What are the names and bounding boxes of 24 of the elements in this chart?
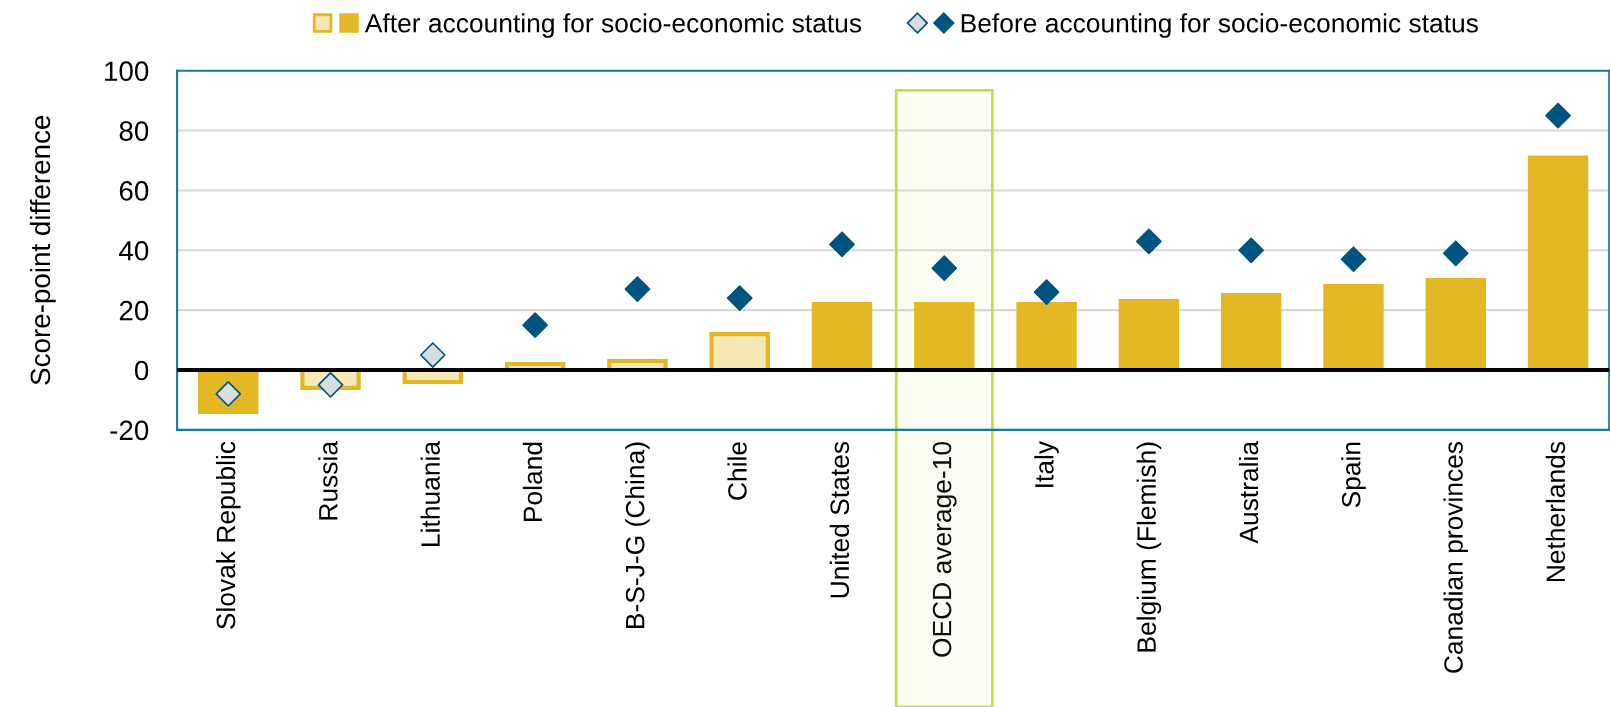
y-tick-label: 0: [134, 360, 149, 381]
x-tick-label: Slovak Republic: [215, 441, 241, 629]
x-tick-label: Canadian provinces: [1443, 441, 1469, 673]
x-tick-label: Belgium (Flemish): [1136, 442, 1162, 652]
x-tick-label: Poland: [522, 442, 543, 521]
legend-label: After accounting for socio-economic status: [364, 13, 862, 38]
y-tick-label: 100: [105, 61, 149, 82]
x-tick-label: Chile: [727, 442, 747, 500]
y-tick-label: 80: [119, 121, 149, 141]
x-tick-label: Netherlands: [1545, 441, 1566, 582]
x-tick-label: Italy: [1034, 441, 1059, 487]
x-tick-label: United States: [829, 441, 850, 598]
x-tick-label: Lithuania: [420, 440, 440, 546]
legend-label: Before accounting for socio-economic status: [961, 13, 1478, 38]
y-axis-title: Score-point difference: [29, 115, 56, 385]
x-tick-label: Russia: [318, 440, 338, 520]
y-tick-label: 20: [119, 300, 149, 321]
x-tick-label: Spain: [1341, 442, 1366, 508]
y-tick-label: 40: [119, 240, 149, 261]
y-tick-label: 60: [119, 181, 149, 201]
x-tick-label: B-S-J-G (China): [625, 442, 650, 628]
x-tick-label: OECD average-10: [932, 441, 957, 657]
x-tick-label: Australia: [1238, 440, 1259, 544]
y-tick-label: -20: [110, 420, 149, 441]
